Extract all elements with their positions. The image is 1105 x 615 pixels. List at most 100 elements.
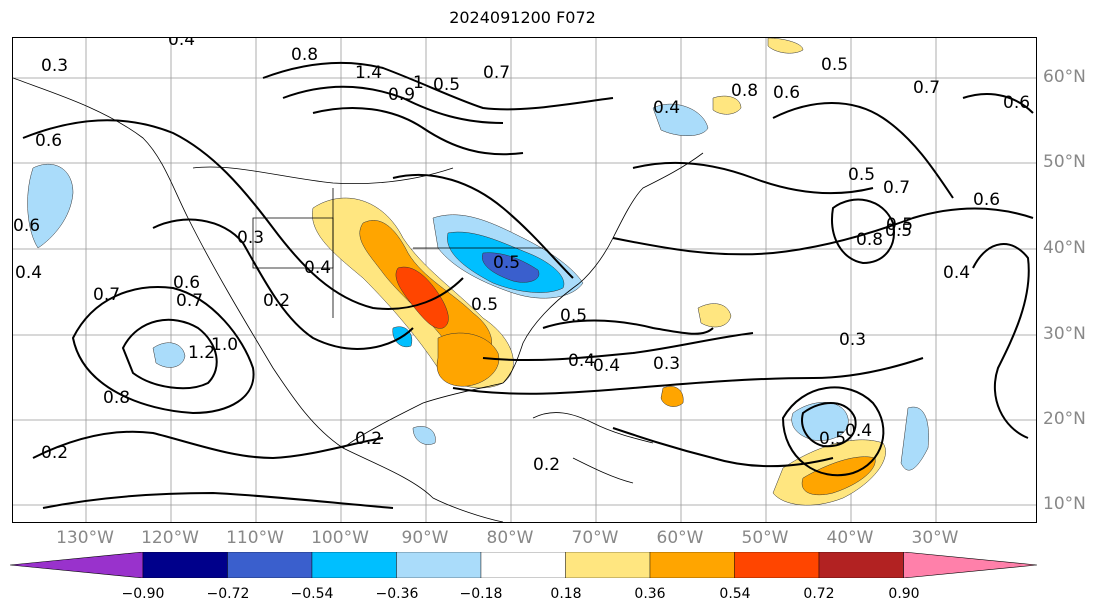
colorbar-tick: −0.36 — [375, 586, 419, 602]
contour-label: 0.5 — [560, 306, 587, 326]
colorbar — [10, 552, 1037, 578]
colorbar-cell — [480, 552, 566, 578]
warm-anomaly-small-1 — [660, 386, 684, 407]
cold-anomaly-north — [652, 103, 709, 136]
contour-label: 0.7 — [883, 178, 910, 198]
contour-label: 0.4 — [15, 263, 42, 283]
colorbar-tick: 0.18 — [550, 586, 582, 602]
contour-label: 0.3 — [653, 354, 680, 374]
contour-lines — [22, 61, 1034, 509]
contour-label: 0.2 — [533, 455, 560, 475]
contour-label: 0.6 — [773, 83, 800, 103]
lat-label-60n: 60°N — [1043, 67, 1086, 87]
contour-label: 0.5 — [433, 75, 460, 95]
contour-label: 0.8 — [103, 388, 130, 408]
lon-label-110w: 110°W — [226, 528, 284, 548]
contour-label: 0.2 — [41, 443, 68, 463]
cold-anomaly-west — [27, 163, 74, 249]
colorbar-cell — [818, 552, 904, 578]
colorbar-cell — [649, 552, 735, 578]
lon-label-120w: 120°W — [141, 528, 199, 548]
lon-label-100w: 100°W — [311, 528, 369, 548]
contour-label: 0.4 — [845, 421, 872, 441]
contour-label: 0.6 — [173, 273, 200, 293]
contour-label: 1 — [413, 73, 424, 93]
contour-label: 0.8 — [291, 45, 318, 65]
contour-label: 0.3 — [41, 56, 68, 76]
contour-label: 0.4 — [943, 263, 970, 283]
contour-label: 0.8 — [731, 81, 758, 101]
lon-label-60w: 60°W — [656, 528, 704, 548]
colorbar-tick: −0.18 — [459, 586, 503, 602]
colorbar-cell — [396, 552, 482, 578]
cold-anomaly-pacific — [152, 342, 186, 368]
colorbar-tick: 0.90 — [888, 586, 920, 602]
contour-label: 0.2 — [355, 429, 382, 449]
contour-label: 0.5 — [886, 215, 913, 235]
contour-label: 0.7 — [913, 78, 940, 98]
contour-label: 0.9 — [388, 85, 415, 105]
contour-label: 1.0 — [211, 335, 238, 355]
contour-label: 0.7 — [176, 291, 203, 311]
contour-label: 0.7 — [93, 285, 120, 305]
contour-label: 0.6 — [13, 216, 40, 236]
colorbar-tick: −0.72 — [206, 586, 250, 602]
colorbar-cell — [311, 552, 397, 578]
cold-anomaly-small-2 — [412, 426, 436, 445]
contour-label: 1.4 — [355, 63, 382, 83]
contour-label: 0.5 — [885, 221, 912, 241]
shading-fields — [27, 38, 929, 506]
colorbar-cell — [734, 552, 820, 578]
colorbar-tick: 0.54 — [719, 586, 751, 602]
contour-label: 0.4 — [304, 258, 331, 278]
strong-warm-anomaly — [395, 266, 449, 329]
colorbar-tick: −0.54 — [290, 586, 334, 602]
contour-label: 0.5 — [821, 55, 848, 75]
lon-label-40w: 40°W — [826, 528, 874, 548]
contour-label: 0.6 — [35, 131, 62, 151]
contour-label: 0.4 — [568, 351, 595, 371]
contour-label: 0.8 — [856, 230, 883, 250]
contour-label: 0.5 — [819, 429, 846, 449]
contour-label: 0.3 — [839, 330, 866, 350]
warm-anomaly-atlantic-sub — [697, 303, 732, 328]
colorbar-cell — [565, 552, 651, 578]
lat-label-40n: 40°N — [1043, 238, 1086, 258]
lat-label-50n: 50°N — [1043, 152, 1086, 172]
lon-label-90w: 90°W — [401, 528, 449, 548]
strong-cold-anomaly — [481, 252, 540, 283]
contour-label: 0.4 — [168, 38, 195, 50]
colorbar-tick: 0.36 — [634, 586, 666, 602]
lon-label-80w: 80°W — [486, 528, 534, 548]
contour-label-group: 0.4 0.3 0.8 1.4 0.5 0.7 0.9 1 0.8 0.6 0.… — [13, 38, 1030, 475]
contour-label: 0.5 — [848, 165, 875, 185]
lat-label-20n: 20°N — [1043, 409, 1086, 429]
contour-label: 0.2 — [263, 291, 290, 311]
lat-label-30n: 30°N — [1043, 324, 1086, 344]
map-title: 2024091200 F072 — [449, 8, 596, 27]
contour-label: 0.7 — [483, 63, 510, 83]
map-canvas: 0.4 0.3 0.8 1.4 0.5 0.7 0.9 1 0.8 0.6 0.… — [13, 38, 1036, 522]
colorbar-extend-max — [903, 552, 1037, 578]
colorbar-tick: −0.90 — [121, 586, 165, 602]
warm-anomaly-north-2 — [767, 38, 804, 54]
contour-label: 0.6 — [973, 190, 1000, 210]
map-panel: 0.4 0.3 0.8 1.4 0.5 0.7 0.9 1 0.8 0.6 0.… — [12, 37, 1037, 523]
warm-anomaly-gulf — [436, 332, 500, 387]
colorbar-extend-min — [10, 552, 144, 578]
contour-label: 0.4 — [653, 98, 680, 118]
cold-anomaly-small-3 — [900, 406, 929, 471]
lat-label-10n: 10°N — [1043, 494, 1086, 514]
contour-label: 0.3 — [237, 228, 264, 248]
contour-label: 0.5 — [493, 253, 520, 273]
contour-label: 0.6 — [1003, 93, 1030, 113]
lon-label-50w: 50°W — [741, 528, 789, 548]
contour-label: 0.5 — [471, 295, 498, 315]
contour-label: 1.2 — [188, 343, 215, 363]
coastlines — [13, 77, 704, 522]
warm-anomaly-north — [712, 95, 742, 115]
colorbar-tick: 0.72 — [803, 586, 835, 602]
lon-label-30w: 30°W — [911, 528, 959, 548]
colorbar-cell — [142, 552, 228, 578]
contour-label: 0.4 — [593, 356, 620, 376]
